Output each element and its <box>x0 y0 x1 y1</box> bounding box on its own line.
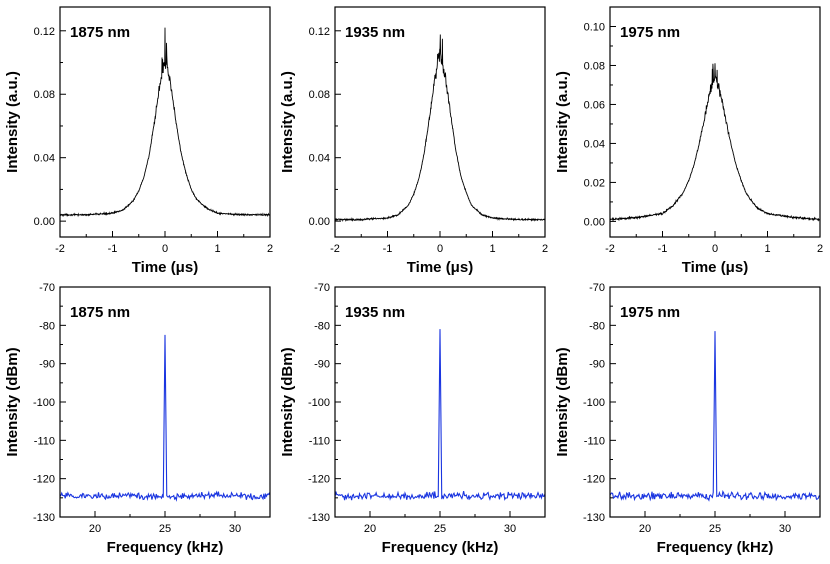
y-tick-label: 0.10 <box>584 21 605 33</box>
y-tick-label: -90 <box>314 359 330 371</box>
wavelength-label: 1975 nm <box>620 24 680 41</box>
panel-rf-1875: 20 25 30 -130 -120 -110 -100 -90 -80 -70 Frequency… <box>4 282 271 556</box>
y-axis-title: Intensity (dBm) <box>4 347 21 456</box>
x-tick-label: 30 <box>779 523 791 535</box>
y-tick-label: -130 <box>33 512 55 524</box>
y-axis-title: Intensity (a.u.) <box>279 71 296 173</box>
y-axis-title: Intensity (dBm) <box>279 347 296 456</box>
x-axis-title: Time (μs) <box>407 259 473 276</box>
wavelength-label: 1975 nm <box>620 304 680 321</box>
x-tick-label: 30 <box>229 523 241 535</box>
y-tick-label: -120 <box>33 474 55 486</box>
trace-rf-1935 <box>335 329 545 501</box>
y-tick-label: 0.12 <box>309 26 330 38</box>
y-axis-title: Intensity (a.u.) <box>554 71 571 173</box>
x-tick-label: 2 <box>267 243 273 255</box>
wavelength-label: 1935 nm <box>345 304 405 321</box>
x-tick-label: 20 <box>89 523 101 535</box>
y-tick-label: -120 <box>308 474 330 486</box>
y-axis-title: Intensity (a.u.) <box>4 71 21 173</box>
y-tick-label: -120 <box>583 474 605 486</box>
wavelength-label: 1875 nm <box>70 24 130 41</box>
y-tick-label: 0.02 <box>584 177 605 189</box>
y-tick-label: 0.00 <box>34 216 55 228</box>
x-tick-label: 20 <box>639 523 651 535</box>
y-tick-label: -100 <box>308 397 330 409</box>
x-tick-label: -2 <box>605 243 615 255</box>
trace-time-1875 <box>60 27 270 218</box>
y-tick-label: 0.08 <box>34 89 55 101</box>
panel-time-1935: -2 -1 0 1 2 0.00 0.04 0.08 0.12 Time (μs) Intensit… <box>279 6 548 276</box>
x-axis-title: Frequency (kHz) <box>382 539 499 556</box>
y-tick-label: -110 <box>309 435 330 447</box>
y-tick-label: -90 <box>589 359 605 371</box>
x-tick-label: 20 <box>364 523 376 535</box>
y-tick-label: -130 <box>583 512 605 524</box>
y-tick-label: 0.12 <box>34 26 55 38</box>
panel-time-1975: -2 -1 0 1 2 0.00 0.02 0.04 0.06 0.08 0.10 Time (μs)… <box>554 6 823 276</box>
x-axis-title: Frequency (kHz) <box>657 539 774 556</box>
x-tick-label: 2 <box>817 243 823 255</box>
trace-rf-1875 <box>60 334 270 502</box>
x-tick-label: -1 <box>658 243 668 255</box>
x-tick-label: -1 <box>108 243 118 255</box>
y-tick-label: -80 <box>589 320 605 332</box>
y-tick-label: -110 <box>584 435 605 447</box>
wavelength-label: 1875 nm <box>70 304 130 321</box>
x-tick-label: 0 <box>712 243 718 255</box>
panel-time-1875: -2 -1 0 1 2 0.00 0.04 0.08 0.12 Time (μs) Intensit… <box>4 6 273 276</box>
x-tick-label: 25 <box>709 523 721 535</box>
y-tick-label: -130 <box>308 512 330 524</box>
x-tick-label: 25 <box>159 523 171 535</box>
y-tick-label: 0.08 <box>584 60 605 72</box>
x-tick-label: 0 <box>162 243 168 255</box>
y-tick-label: 0.00 <box>584 216 605 228</box>
y-tick-label: -80 <box>39 320 55 332</box>
y-tick-label: -70 <box>314 282 330 294</box>
x-tick-label: 2 <box>542 243 548 255</box>
y-axis-title: Intensity (dBm) <box>554 347 571 456</box>
y-tick-label: -90 <box>39 359 55 371</box>
y-tick-label: 0.08 <box>309 89 330 101</box>
trace-rf-1975 <box>610 331 820 502</box>
y-tick-label: -100 <box>33 397 55 409</box>
x-tick-label: -1 <box>383 243 393 255</box>
wavelength-label: 1935 nm <box>345 24 405 41</box>
y-tick-label: -80 <box>314 320 330 332</box>
plot-frame <box>59 286 271 518</box>
panel-rf-1935: 20 25 30 -130 -120 -110 -100 -90 -80 -70 Frequency… <box>279 282 546 556</box>
x-tick-label: 1 <box>764 243 770 255</box>
y-tick-label: 0.06 <box>584 99 605 111</box>
y-tick-label: -100 <box>583 397 605 409</box>
plot-frame <box>609 6 821 238</box>
y-tick-label: -110 <box>34 435 55 447</box>
panel-rf-1975: 20 25 30 -130 -120 -110 -100 -90 -80 -70 Frequency… <box>554 282 821 556</box>
y-tick-label: -70 <box>589 282 605 294</box>
y-tick-label: -70 <box>39 282 55 294</box>
plot-frame <box>609 286 821 518</box>
x-tick-label: 1 <box>489 243 495 255</box>
trace-time-1975 <box>610 63 820 222</box>
x-axis-title: Frequency (kHz) <box>107 539 224 556</box>
y-tick-label: 0.00 <box>309 216 330 228</box>
x-tick-label: -2 <box>55 243 65 255</box>
x-tick-label: 1 <box>214 243 220 255</box>
x-tick-label: 0 <box>437 243 443 255</box>
y-tick-label: 0.04 <box>34 153 55 165</box>
x-axis-title: Time (μs) <box>132 259 198 276</box>
trace-time-1935 <box>335 34 545 222</box>
x-tick-label: 30 <box>504 523 516 535</box>
plot-frame <box>334 286 546 518</box>
x-tick-label: 25 <box>434 523 446 535</box>
x-tick-label: -2 <box>330 243 340 255</box>
y-tick-label: 0.04 <box>309 153 330 165</box>
x-axis-title: Time (μs) <box>682 259 748 276</box>
y-tick-label: 0.04 <box>584 138 605 150</box>
